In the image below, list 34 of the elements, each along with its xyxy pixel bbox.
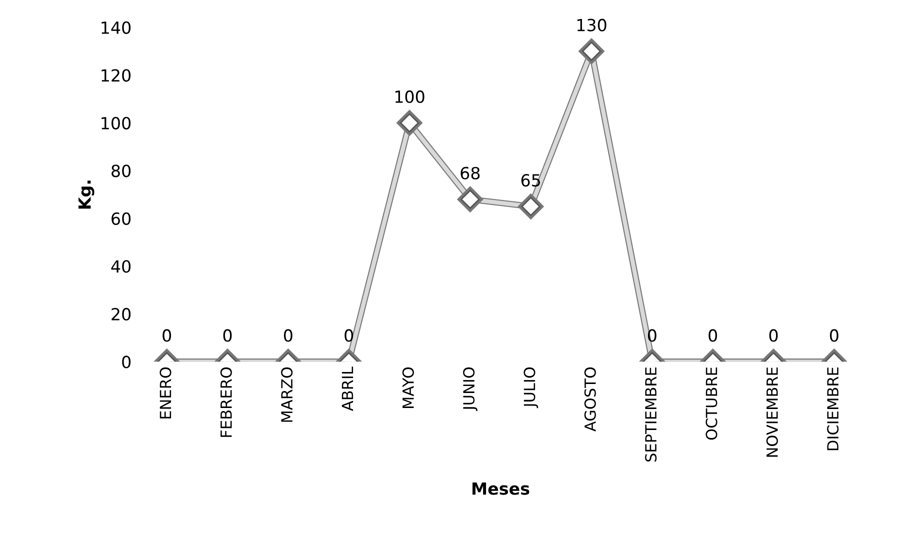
x-tick-label: JULIO [524, 367, 538, 408]
data-label: 100 [395, 90, 424, 104]
y-tick-label: 100 [102, 116, 131, 130]
data-label: 130 [577, 18, 606, 32]
data-label: 0 [648, 329, 656, 342]
x-axis-title: Meses [472, 482, 530, 495]
y-tick-label: 80 [112, 164, 131, 178]
data-label: 68 [460, 166, 480, 180]
x-tick-label: DICIEMBRE [827, 368, 839, 450]
y-tick-label: 120 [102, 69, 131, 82]
data-label: 0 [344, 329, 354, 342]
x-tick-label: SEPTIEMBRE [645, 368, 657, 462]
data-label: 0 [284, 329, 292, 342]
y-tick-label: 140 [102, 21, 131, 34]
y-axis-title: Kg. [78, 180, 94, 209]
y-tick-label: 40 [111, 260, 131, 273]
data-label: 0 [708, 329, 718, 342]
x-tick-label: AGOSTO [584, 367, 596, 432]
x-tick-label: FEBRERO [220, 367, 232, 437]
y-tick-label: 20 [112, 308, 131, 320]
x-tick-label: MARZO [281, 367, 293, 422]
data-label: 0 [223, 329, 232, 342]
data-label: 65 [521, 174, 540, 187]
x-tick-label: JUNIO [463, 367, 478, 411]
x-tick-label: ABRIL [342, 366, 354, 411]
data-label: 0 [830, 329, 838, 342]
y-tick-label: 60 [112, 212, 131, 225]
x-tick-label: MAYO [402, 367, 414, 408]
x-tick-label: ENERO [160, 367, 172, 418]
x-tick-label: NOVIEMBRE [766, 368, 778, 457]
y-tick-label: 0 [122, 356, 131, 368]
data-label: 0 [162, 329, 172, 342]
data-label: 0 [769, 329, 778, 342]
x-tick-label: OCTUBRE [706, 368, 718, 440]
